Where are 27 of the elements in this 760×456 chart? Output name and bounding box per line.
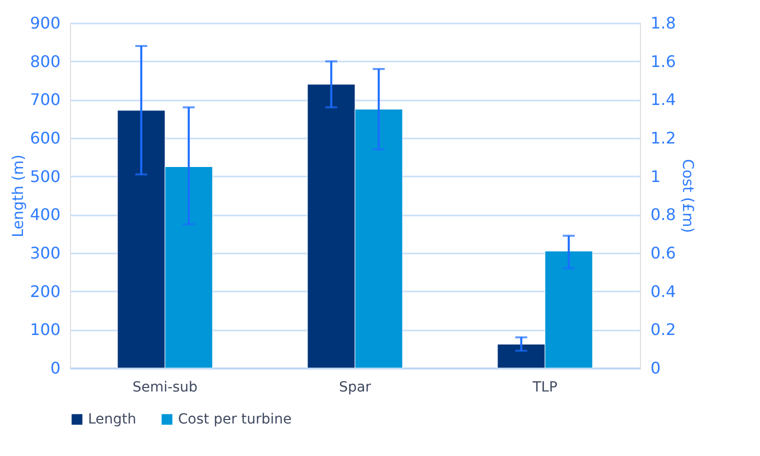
y-tick-label: 900 (30, 14, 60, 32)
y2-tick-label: 0.6 (650, 244, 676, 262)
y-tick-label: 200 (30, 282, 60, 301)
y2-tick-label: 0 (650, 358, 661, 378)
y2-axis-title: Cost (£m) (678, 159, 697, 233)
y-tick-label: 500 (30, 166, 60, 186)
y-tick-label: 400 (30, 205, 60, 224)
y-tick-label: 800 (30, 52, 60, 71)
y-tick-label: 600 (30, 128, 60, 148)
y-tick-label: 100 (30, 320, 60, 340)
y-tick-label: 700 (30, 90, 60, 110)
x-tick-label: Semi-sub (132, 380, 198, 396)
y2-tick-label: 1.2 (650, 128, 676, 148)
y2-tick-label: 0.8 (650, 205, 676, 224)
y2-tick-label: 0.4 (650, 282, 676, 301)
x-tick-label: Spar (338, 380, 372, 396)
y2-tick-label: 1 (650, 166, 661, 186)
y2-tick-label: 1.6 (650, 52, 676, 71)
y2-tick-label: 0.2 (650, 320, 676, 340)
y2-tick-label: 1.8 (650, 14, 676, 32)
y-tick-label: 0 (50, 358, 60, 378)
legend-label: Length (88, 411, 136, 428)
y2-tick-label: 1.4 (650, 90, 676, 110)
x-tick-label: TLP (532, 380, 558, 396)
y-tick-label: 300 (30, 244, 60, 262)
y-axis-title: Length (m) (8, 154, 27, 238)
legend-label: Cost per turbine (178, 411, 292, 428)
